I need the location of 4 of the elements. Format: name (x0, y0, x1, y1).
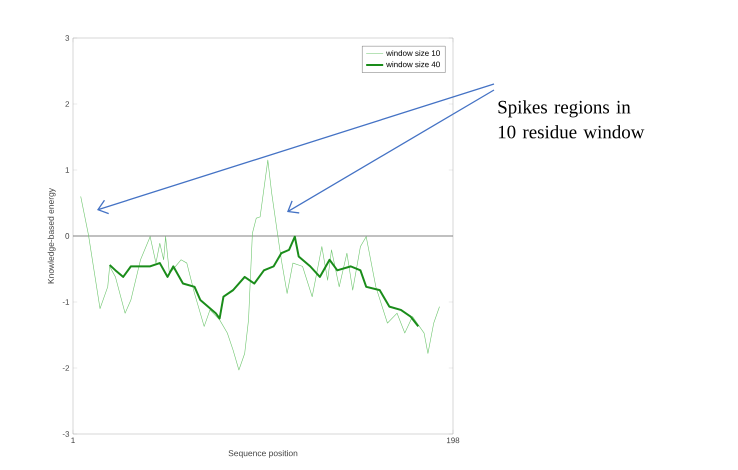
x-axis-title: Sequence position (228, 450, 298, 458)
text: Spikes regions in 10 residue window (498, 100, 644, 138)
y-axis-title: Knowledge-based energy (48, 188, 56, 284)
line-series (80, 160, 440, 370)
